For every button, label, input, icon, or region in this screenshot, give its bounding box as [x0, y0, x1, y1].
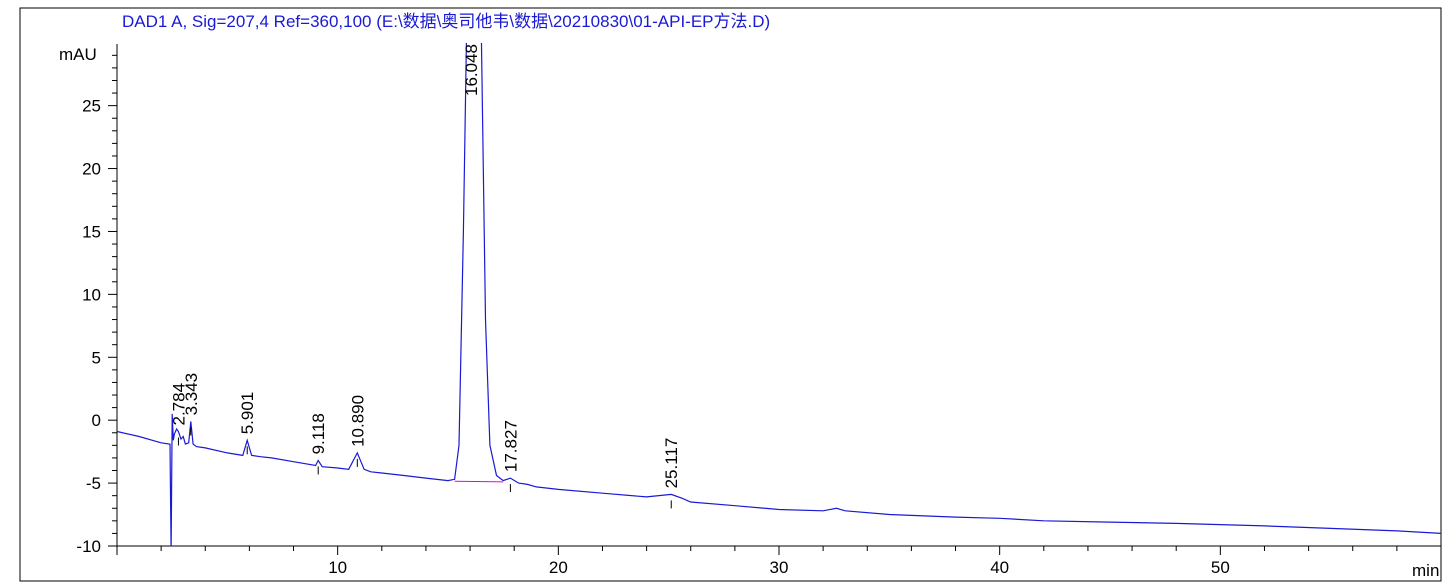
peak-label: 10.890: [348, 395, 367, 447]
signal-line: [117, 43, 1441, 546]
y-tick-label: 15: [82, 222, 101, 241]
peak-baselines: [454, 480, 504, 483]
peak-label: 5.901: [238, 392, 257, 435]
outer-frame: [19, 7, 1442, 582]
peak-label: 17.827: [501, 420, 520, 472]
peak-label: 2.784: [169, 383, 188, 426]
peak-label: 25.117: [662, 438, 681, 489]
signal-series: [117, 43, 1441, 546]
y-tick-label: 10: [82, 285, 101, 304]
x-tick-label: 40: [990, 558, 1009, 577]
y-tick-label: 25: [82, 97, 101, 116]
y-axis-label: mAU: [59, 45, 97, 64]
y-tick-label: -5: [86, 474, 101, 493]
y-tick-label: 5: [92, 348, 101, 367]
peak-label: 9.118: [309, 413, 328, 454]
main-peak-baseline: [454, 480, 504, 483]
chart-title: DAD1 A, Sig=207,4 Ref=360,100 (E:\数据\奥司他…: [122, 12, 770, 31]
x-tick-label: 10: [328, 558, 347, 577]
x-tick-label: 30: [770, 558, 789, 577]
y-tick-label: 20: [82, 160, 101, 179]
axes: -10 -5 0 5 10 15 20 25 10 20 30 40 50: [76, 44, 1442, 577]
peak-label: 3.343: [182, 373, 201, 416]
x-tick-label: 50: [1211, 558, 1230, 577]
y-tick-label: 0: [92, 411, 101, 430]
y-tick-label: -10: [76, 537, 101, 556]
x-tick-label: 20: [549, 558, 568, 577]
peak-label: 16.048: [462, 44, 481, 96]
x-axis-label: min: [1412, 561, 1439, 580]
